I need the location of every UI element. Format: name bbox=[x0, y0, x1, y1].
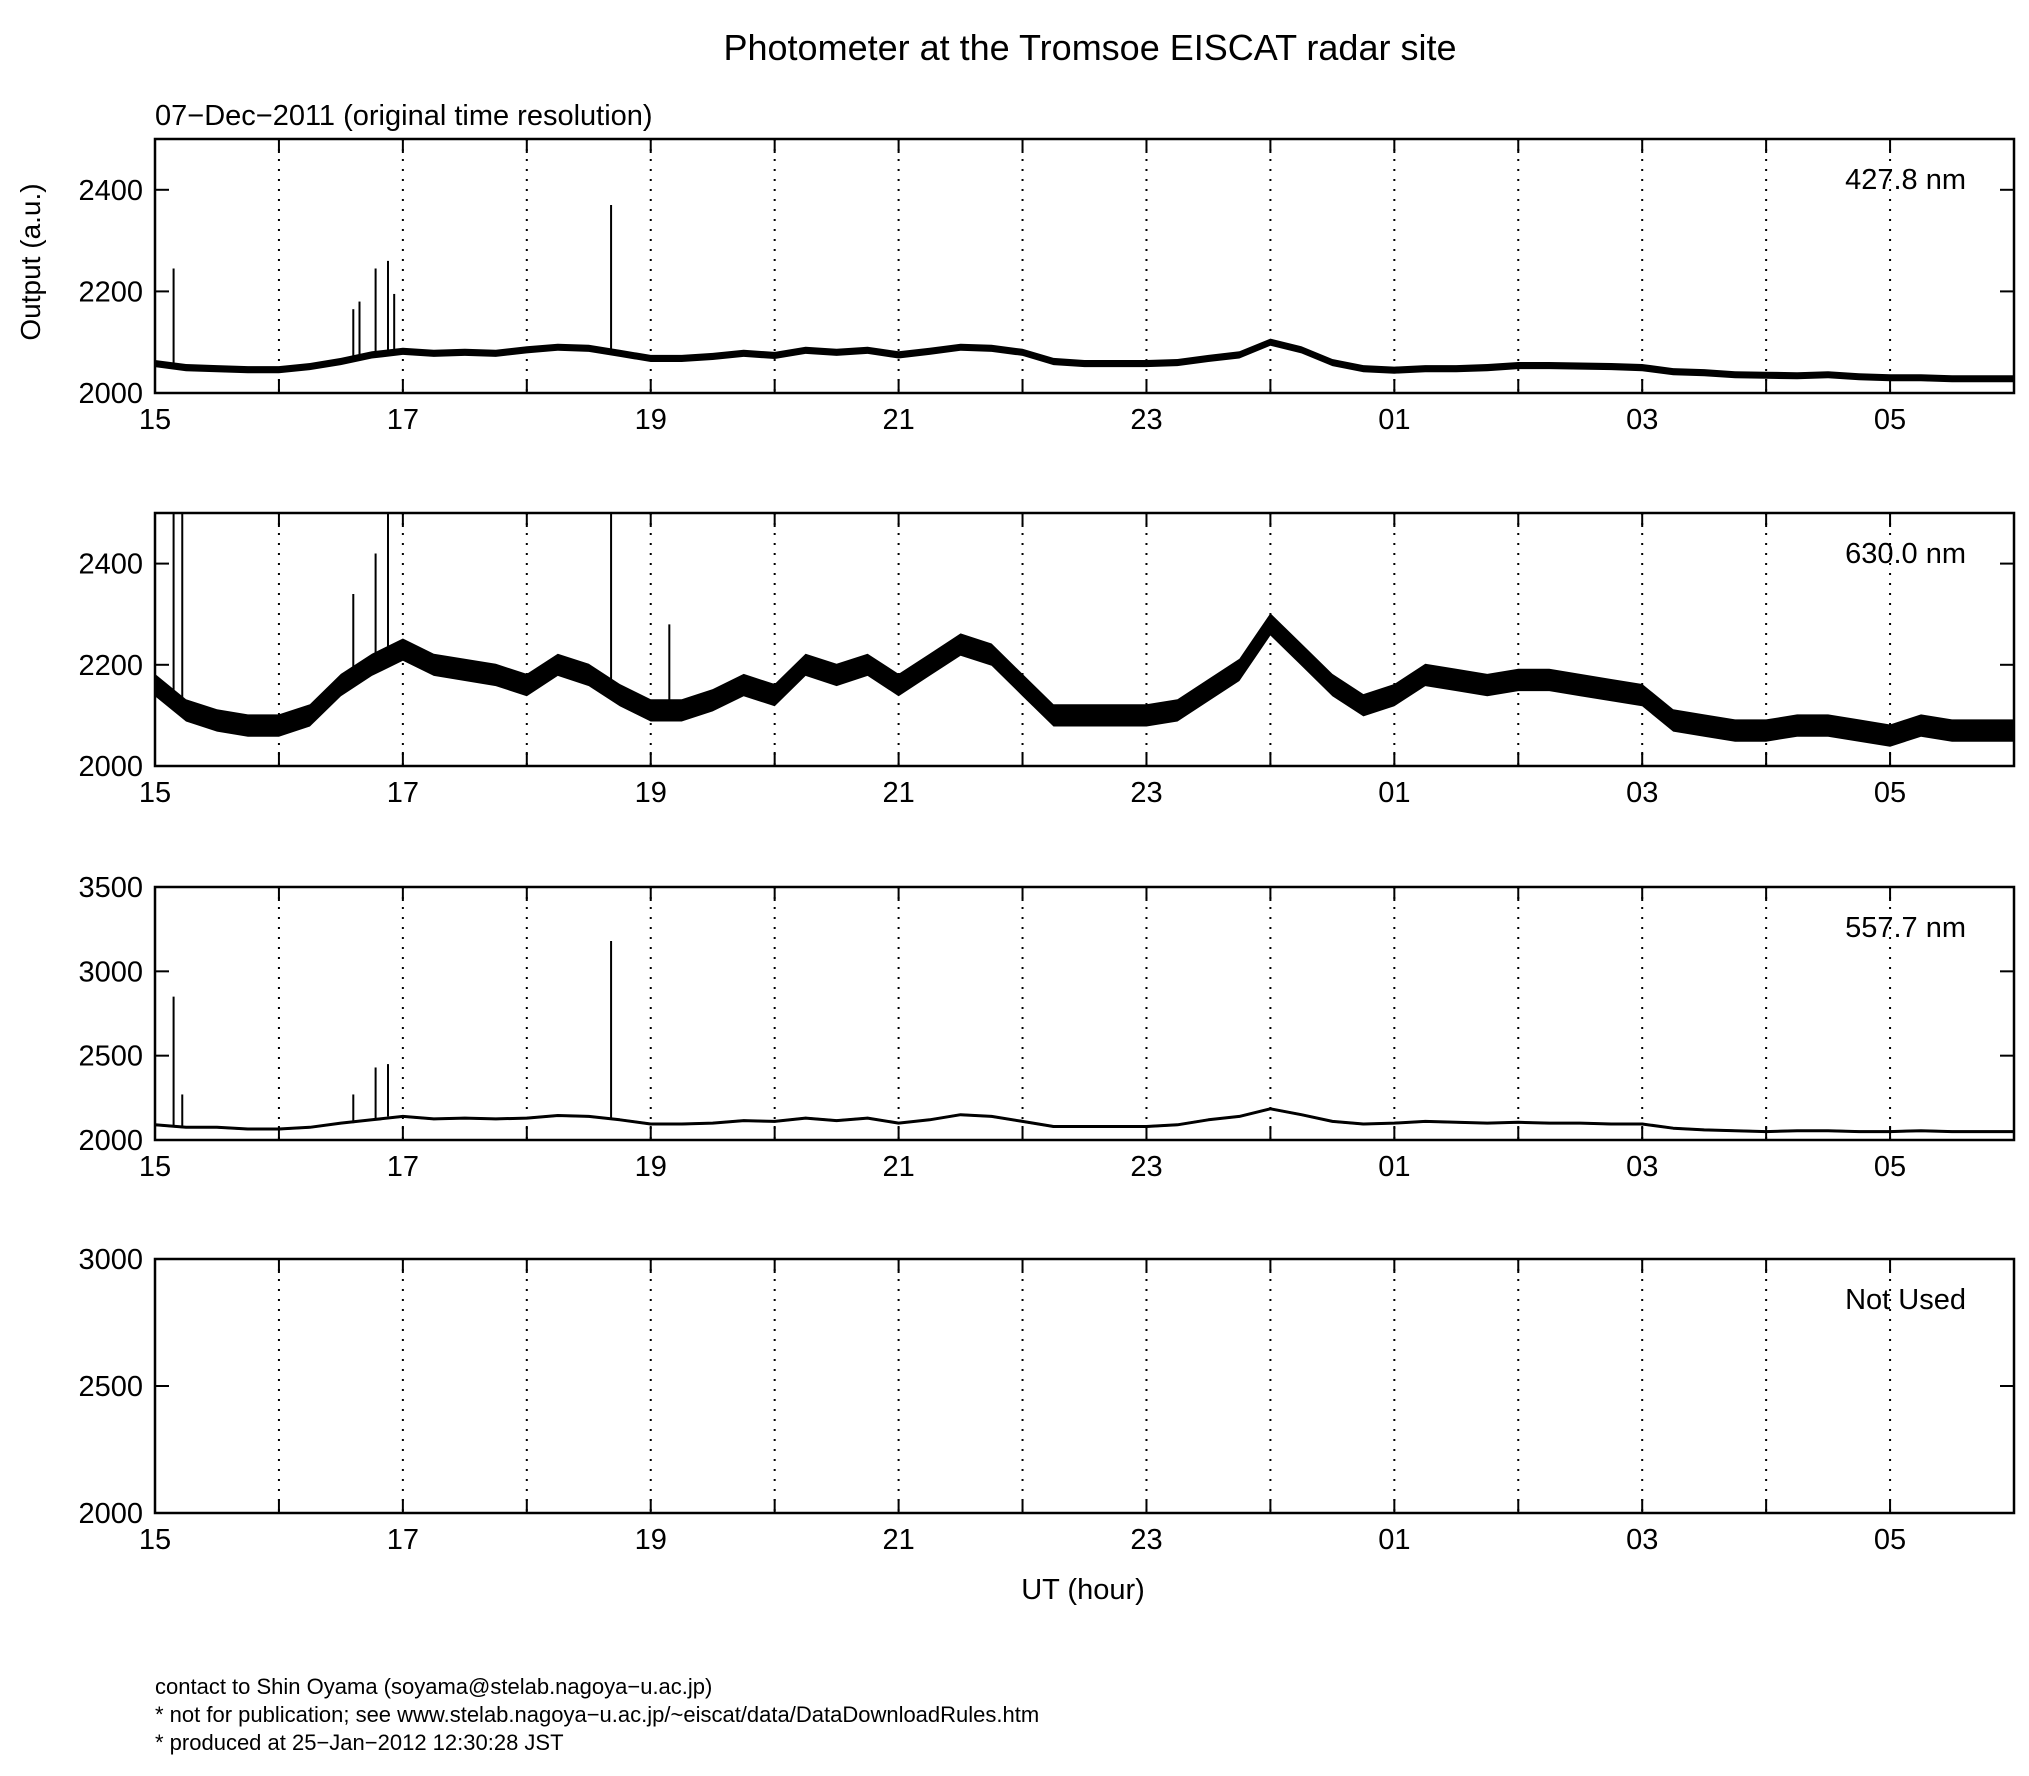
x-tick-label: 19 bbox=[635, 404, 667, 436]
x-tick-label: 17 bbox=[387, 404, 419, 436]
x-tick-label: 03 bbox=[1626, 777, 1658, 809]
series-band bbox=[155, 338, 2014, 383]
x-tick-label: 17 bbox=[387, 1524, 419, 1556]
chart-subtitle: 07−Dec−2011 (original time resolution) bbox=[155, 100, 653, 132]
y-tick-label: 3000 bbox=[78, 956, 143, 988]
x-tick-label: 01 bbox=[1378, 404, 1410, 436]
footer-notes: contact to Shin Oyama (soyama@stelab.nag… bbox=[155, 1673, 1039, 1757]
panel-frame bbox=[153, 1257, 2016, 1515]
y-tick-label: 2000 bbox=[78, 1498, 143, 1530]
y-tick-label: 3500 bbox=[78, 872, 143, 904]
x-tick-label: 03 bbox=[1626, 1151, 1658, 1183]
x-tick-label: 03 bbox=[1626, 1524, 1658, 1556]
x-tick-label: 17 bbox=[387, 777, 419, 809]
panel-label: 557.7 nm bbox=[1845, 912, 1966, 944]
x-tick-label: 01 bbox=[1378, 1524, 1410, 1556]
x-tick-label: 21 bbox=[882, 777, 914, 809]
x-tick-label: 19 bbox=[635, 777, 667, 809]
x-tick-label: 23 bbox=[1130, 404, 1162, 436]
y-tick-label: 2500 bbox=[78, 1371, 143, 1403]
panel-4: 15 17 19 21 23 01 03 05 2000 2500 3000 Not Used bbox=[78, 1244, 2016, 1556]
y-tick-label: 2200 bbox=[78, 276, 143, 308]
y-tick-label: 2000 bbox=[78, 751, 143, 783]
chart-title: Photometer at the Tromsoe EISCAT radar s… bbox=[724, 27, 1457, 68]
panels-group: 15 17 19 21 23 01 03 05 2000 2200 2400 427.8 nm 15 17… bbox=[78, 137, 2016, 1556]
y-tick-label: 2000 bbox=[78, 1125, 143, 1157]
panel-3: 15 17 19 21 23 01 03 05 2000 2500 3000 3500 557.7 nm bbox=[78, 872, 2016, 1183]
panel-label: 427.8 nm bbox=[1845, 164, 1966, 196]
x-tick-label: 23 bbox=[1130, 1524, 1162, 1556]
y-tick-label: 3000 bbox=[78, 1244, 143, 1276]
x-tick-label: 23 bbox=[1130, 1151, 1162, 1183]
panel-label: 630.0 nm bbox=[1845, 538, 1966, 570]
panel-1: 15 17 19 21 23 01 03 05 2000 2200 2400 427.8 nm bbox=[78, 137, 2016, 436]
y-tick-label: 2400 bbox=[78, 175, 143, 207]
y-tick-label: 2400 bbox=[78, 549, 143, 581]
x-tick-label: 15 bbox=[139, 1151, 171, 1183]
y-tick-label: 2000 bbox=[78, 378, 143, 410]
series-line bbox=[154, 622, 2014, 738]
panel-frame bbox=[153, 511, 2016, 768]
x-tick-label: 15 bbox=[139, 404, 171, 436]
footer-contact: contact to Shin Oyama (soyama@stelab.nag… bbox=[155, 1674, 713, 1699]
x-tick-label: 01 bbox=[1378, 1151, 1410, 1183]
footer-produced-at: * produced at 25−Jan−2012 12:30:28 JST bbox=[155, 1730, 564, 1755]
panel-frame bbox=[153, 137, 2016, 395]
panel-frame bbox=[153, 885, 2016, 1142]
x-tick-label: 21 bbox=[882, 404, 914, 436]
footer-publication-note: * not for publication; see www.stelab.na… bbox=[155, 1702, 1040, 1727]
x-tick-label: 19 bbox=[635, 1151, 667, 1183]
y-tick-label: 2200 bbox=[78, 650, 143, 682]
series-band bbox=[155, 613, 2014, 747]
series-line bbox=[154, 1107, 2014, 1134]
x-tick-label: 21 bbox=[882, 1151, 914, 1183]
x-tick-label: 21 bbox=[882, 1524, 914, 1556]
x-tick-label: 01 bbox=[1378, 777, 1410, 809]
panel-label: Not Used bbox=[1845, 1284, 1966, 1316]
series-line bbox=[154, 340, 2014, 381]
x-tick-label: 05 bbox=[1874, 1151, 1906, 1183]
x-tick-label: 23 bbox=[1130, 777, 1162, 809]
y-axis-label: Output (a.u.) bbox=[15, 183, 46, 340]
x-tick-label: 19 bbox=[635, 1524, 667, 1556]
x-tick-label: 15 bbox=[139, 777, 171, 809]
panel-2: 15 17 19 21 23 01 03 05 2000 2200 2400 630.0 nm bbox=[78, 511, 2016, 809]
x-tick-label: 05 bbox=[1874, 404, 1906, 436]
x-tick-label: 17 bbox=[387, 1151, 419, 1183]
x-tick-label: 03 bbox=[1626, 404, 1658, 436]
x-axis-label: UT (hour) bbox=[1021, 1574, 1145, 1606]
y-tick-label: 2500 bbox=[78, 1041, 143, 1073]
x-tick-label: 05 bbox=[1874, 1524, 1906, 1556]
x-tick-label: 05 bbox=[1874, 777, 1906, 809]
x-tick-label: 15 bbox=[139, 1524, 171, 1556]
